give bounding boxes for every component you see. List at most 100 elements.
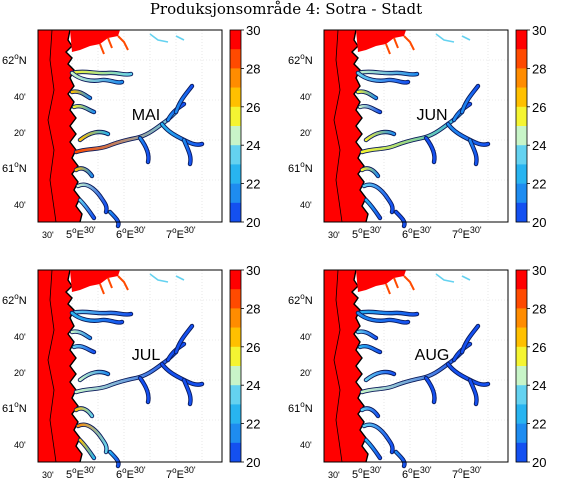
colorbar-tick-label: 20	[532, 455, 546, 470]
colorbar-tick-label: 30	[532, 23, 546, 38]
fjord-sor4	[108, 450, 120, 468]
map-frame	[323, 29, 509, 223]
colorbar-segment	[516, 68, 527, 88]
fjord-sor3	[78, 438, 96, 460]
lon-tick-label: 6oE30'	[402, 225, 432, 241]
fjord-sogn2	[364, 130, 396, 142]
colorbar-tick-label: 22	[532, 177, 546, 192]
territorial-line	[47, 29, 57, 223]
territorial-line	[47, 269, 57, 463]
lat-tick-label: 62oN	[2, 52, 27, 67]
fjord-network	[69, 69, 205, 229]
fjord-nord	[356, 70, 419, 76]
lat-tick-label: 20'	[14, 128, 26, 138]
fjord-sor4	[394, 210, 406, 228]
north-inlets	[385, 35, 415, 55]
lat-tick-label: 62oN	[288, 52, 313, 67]
map-panel-aug: AUG 62oN 40' 20' 61oN 40' 30' 5oE30' 6oE30' 7oE30…	[286, 240, 572, 480]
colorbar-tick-label: 28	[532, 61, 546, 76]
colorbar-segment	[230, 308, 241, 328]
north-waters	[70, 30, 120, 52]
fjord-sogn2	[78, 130, 110, 142]
map-frame	[37, 269, 223, 463]
lon-tick-label: 7oE30'	[166, 225, 196, 241]
map-panel-mai: MAI 62oN 40' 20' 61oN 40' 30' 5oE30' 6oE30' 7oE30…	[0, 0, 286, 241]
fjord-nord2	[356, 311, 410, 324]
fjord-sor2	[362, 423, 394, 454]
lon-tick-label: 30'	[42, 230, 54, 240]
colorbar-tick-label: 24	[532, 378, 546, 393]
colorbar-tick-label: 26	[246, 100, 260, 115]
fjord-nord2	[70, 71, 124, 84]
fjord-nord2	[356, 71, 410, 84]
lon-tick-label: 30'	[328, 230, 340, 240]
fjord-mid1	[356, 330, 378, 340]
lon-tick-label: 6oE30'	[402, 465, 432, 480]
fjord-mid1	[70, 330, 92, 340]
fjord-sognE	[174, 84, 194, 114]
lat-tick-label: 40'	[14, 200, 26, 210]
colorbar-tick-label: 30	[246, 23, 260, 38]
colorbar-frame	[229, 29, 242, 223]
colorbar-segment	[516, 145, 527, 165]
fjord-sor4	[394, 450, 406, 468]
lon-tick-label: 7oE30'	[166, 465, 196, 480]
colorbar-segment	[230, 49, 241, 69]
fjord-sognD	[138, 376, 150, 404]
fjord-mid2	[358, 104, 382, 114]
fjord-sognC	[468, 378, 478, 406]
colorbar-tick-label: 30	[532, 263, 546, 278]
colorbar: 30 28 26 24 22 20	[229, 23, 260, 230]
lat-tick-label: 62oN	[2, 292, 27, 307]
colorbar-tick-label: 26	[532, 100, 546, 115]
fjord-nord	[356, 310, 419, 316]
colorbar-segment	[516, 442, 527, 463]
north-waters	[356, 30, 406, 52]
lat-tick-label: 20'	[14, 368, 26, 378]
ocean-area	[38, 270, 82, 462]
month-label: AUG	[415, 347, 450, 364]
lat-tick-label: 61oN	[288, 400, 313, 415]
colorbar: 30 28 26 24 22 20	[515, 23, 546, 230]
ocean-area	[324, 270, 368, 462]
lon-tick-label: 5oE30'	[352, 225, 382, 241]
colorbar-frame	[515, 269, 528, 463]
colorbar-segment	[516, 366, 527, 386]
colorbar-segment	[516, 270, 527, 290]
fjord-sor3	[78, 198, 96, 220]
colorbar-tick-label: 28	[246, 301, 260, 316]
colorbar: 30 28 26 24 22 20	[515, 263, 546, 470]
colorbar-tick-label: 22	[532, 417, 546, 432]
colorbar-segment	[516, 164, 527, 184]
fjord-mid1	[70, 90, 92, 100]
colorbar-segment	[516, 327, 527, 348]
fjord-mid2	[72, 344, 96, 354]
north-lakes	[149, 33, 185, 43]
fjord-sognC	[182, 378, 192, 406]
fjord-sor3	[364, 198, 382, 220]
colorbar-segment	[230, 202, 241, 223]
lon-tick-label: 5oE30'	[352, 465, 382, 480]
colorbar-segment	[516, 87, 527, 108]
colorbar-segment	[230, 106, 241, 127]
coastline	[65, 29, 83, 223]
colorbar-segment	[230, 289, 241, 309]
fjord-nord	[70, 70, 133, 76]
colorbar-tick-label: 26	[246, 340, 260, 355]
colorbar-segment	[230, 126, 241, 146]
lat-tick-label: 61oN	[2, 160, 27, 175]
fjord-nord2	[70, 311, 124, 324]
figure-title: Produksjonsområde 4: Sotra - Stadt	[149, 0, 423, 18]
fjord-network	[69, 309, 205, 469]
lon-tick-label: 5oE30'	[66, 225, 96, 241]
colorbar-segment	[230, 164, 241, 184]
map-panel-jul: JUL 62oN 40' 20' 61oN 40' 30' 5oE30' 6oE30' 7oE30…	[0, 240, 286, 480]
colorbar-tick-label: 30	[246, 263, 260, 278]
map-frame	[37, 29, 223, 223]
colorbar-segment	[516, 30, 527, 50]
north-waters	[356, 270, 406, 292]
lat-tick-label: 40'	[300, 92, 312, 102]
lat-tick-label: 20'	[300, 128, 312, 138]
colorbar-segment	[516, 126, 527, 146]
lat-tick-label: 40'	[300, 332, 312, 342]
